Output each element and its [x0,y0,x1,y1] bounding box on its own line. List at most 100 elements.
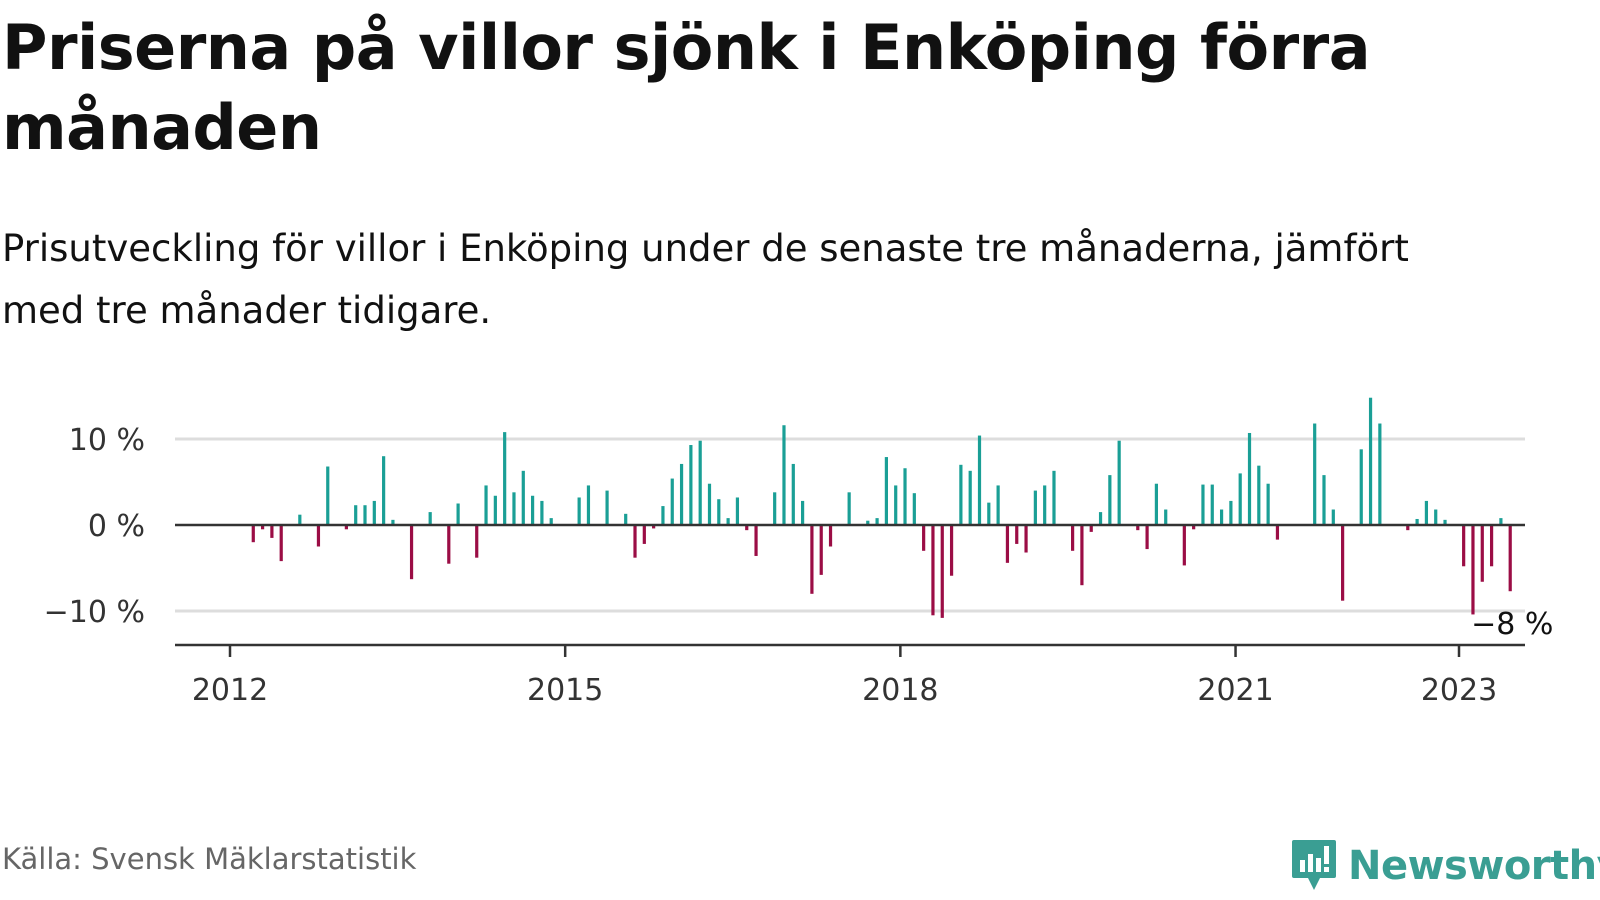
bar [1462,525,1466,567]
last-value-label: −8 % [1471,607,1553,642]
bar [1108,475,1112,525]
bar [1415,518,1419,525]
bar [549,518,553,525]
x-axis-ticks: 2012 2015 2018 2021 2023 [192,645,1497,708]
bar [1098,512,1103,525]
bar [903,468,907,525]
bar [670,478,674,525]
y-axis-tick-labels: 10 % 0 % −10 % [44,423,145,630]
bar [1247,432,1252,525]
chart-title: Priserna på villor sjönk i Enköping förr… [2,11,1371,164]
bar [1043,485,1047,525]
bar [745,525,749,531]
bar [1424,500,1429,525]
x-tick-label: 2023 [1421,673,1497,708]
bar [363,505,367,525]
bar [1359,449,1363,525]
x-tick-label: 2018 [862,673,938,708]
bar [372,500,376,525]
bar [1266,483,1270,525]
bar [428,512,432,525]
bar [726,518,730,525]
bar [1117,440,1121,525]
bar [475,525,479,558]
bar [493,495,497,525]
bar [1089,525,1093,532]
bar [1489,525,1494,567]
bar [949,525,954,576]
bar [1322,475,1326,525]
bar [586,485,591,525]
bar [707,483,712,525]
bar [1182,525,1186,566]
bar [456,503,460,525]
bar [828,525,833,547]
y-tick-label: −10 % [44,595,145,630]
bar [1154,483,1159,525]
bar [1434,509,1438,525]
bar [624,513,628,525]
bar [260,525,265,530]
bar [484,485,488,525]
bar [1508,525,1512,592]
bar [717,499,721,525]
brand-logo: Newsworthy [1290,838,1600,894]
bar [912,493,916,525]
bar [875,518,879,525]
bar [409,525,414,580]
bar [633,525,637,558]
bar [1192,525,1196,530]
bar [791,463,795,525]
y-tick-label: 10 % [69,423,145,458]
y-tick-label: 0 % [88,509,145,544]
bar [1499,518,1503,525]
bar [1471,525,1475,615]
bar [801,500,805,525]
bar [996,485,1000,525]
bar [251,525,255,543]
bar [1005,525,1010,563]
bar [884,457,888,525]
bar [1201,484,1205,525]
chart-subtitle: Prisutveckling för villor i Enköping und… [2,227,1409,332]
bar [382,456,386,525]
bar [279,525,283,562]
bar [521,470,525,525]
gridlines [175,437,1525,613]
bar [1229,500,1233,525]
bar [1341,525,1345,601]
x-tick-label: 2015 [527,673,603,708]
x-tick-label: 2012 [192,673,268,708]
bars [251,397,1512,618]
bar [661,506,665,525]
bar [1480,525,1484,582]
bar [968,470,972,525]
bar [391,519,395,525]
bar [1033,490,1037,525]
bar [605,490,609,525]
bar [735,497,740,525]
brand-name: Newsworthy [1348,843,1600,889]
bar [931,525,935,616]
bar [866,520,870,525]
x-tick-label: 2021 [1197,673,1273,708]
bar [977,435,982,525]
bar [782,425,786,525]
bar [987,502,991,525]
bar [1015,525,1019,544]
bar-chart: 10 % 0 % −10 % 2012 2015 2018 2021 2023 −8 % [44,397,1553,708]
bar [1052,470,1056,525]
bar [698,440,702,525]
bar [1164,509,1168,525]
bar [959,464,963,525]
bar [810,525,814,594]
bar [316,525,321,547]
bar [922,525,926,551]
bar [326,466,330,525]
bar [754,525,758,556]
bar [1136,525,1140,531]
bar [540,500,544,525]
bar [1257,465,1261,525]
bar [1024,525,1028,553]
bar [689,445,693,525]
